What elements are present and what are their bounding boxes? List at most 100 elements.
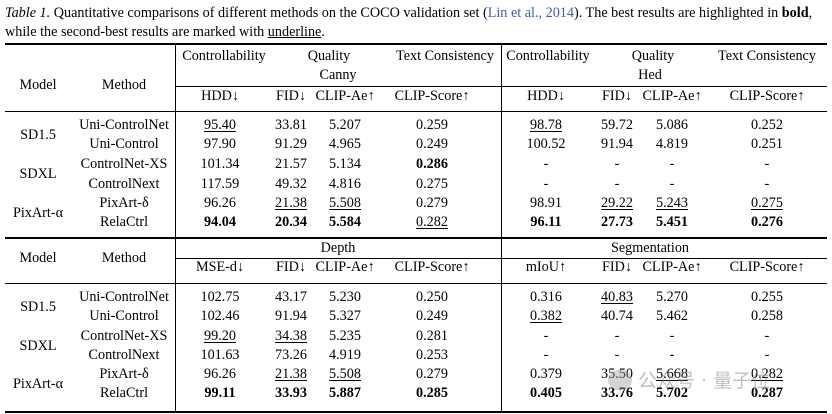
table-cell-1-5-5: 27.73 (601, 214, 633, 230)
method-label-2-5: RelaCtrl (99, 385, 149, 401)
vsep-center-2 (501, 238, 502, 412)
metric-header-1-3: CLIP-Score↑ (394, 88, 470, 104)
table-cell-1-4-0: 96.26 (204, 195, 236, 211)
table-cell-1-4-3: 0.279 (416, 195, 448, 211)
bottom-rule-1 (5, 237, 827, 239)
table-cell-2-4-2: 5.508 (329, 366, 361, 382)
table-cell-1-0-4: 98.78 (530, 117, 562, 133)
table-cell-2-1-6: 5.462 (656, 308, 688, 324)
vsep-method-1 (175, 44, 176, 237)
table-cell-2-5-4: 0.405 (530, 385, 562, 401)
table-cell-2-1-3: 0.249 (416, 308, 448, 324)
table-cell-1-1-2: 4.965 (329, 136, 361, 152)
caption-text-d: . (321, 24, 325, 40)
table-cell-2-4-6: 5.668 (656, 366, 688, 382)
table-cell-2-2-3: 0.281 (416, 328, 448, 344)
table-cell-2-3-0: 101.63 (200, 347, 240, 363)
header-method-1: Method (101, 77, 147, 93)
method-label-2-0: Uni-ControlNet (79, 289, 169, 305)
condition-rule-left-1 (176, 86, 501, 87)
group-controllability-right: Controllability (506, 48, 590, 64)
caption-label: Table 1. (5, 5, 51, 21)
table-cell-2-3-7: - (764, 347, 770, 363)
header-rule-2 (5, 283, 827, 284)
table-cell-2-0-2: 5.230 (329, 289, 361, 305)
method-label-1-4: PixArt-δ (99, 195, 149, 211)
table-cell-1-2-5: - (614, 156, 620, 172)
table-cell-2-4-0: 96.26 (204, 366, 236, 382)
table-cell-1-1-5: 91.94 (601, 136, 633, 152)
table-cell-2-3-2: 4.919 (329, 347, 361, 363)
table-cell-1-0-5: 59.72 (601, 117, 633, 133)
metric-header-2-6: CLIP-Ae↑ (642, 259, 702, 275)
group-quality-right: Quality (631, 48, 675, 64)
group-controllability-left: Controllability (182, 48, 266, 64)
table-cell-2-3-3: 0.253 (416, 347, 448, 363)
model-label-2-2: SDXL (19, 337, 57, 354)
model-label-1-0: SD1.5 (20, 126, 56, 143)
table-cell-2-5-7: 0.287 (751, 385, 783, 401)
method-label-2-2: ControlNet-XS (80, 328, 168, 344)
method-label-1-3: ControlNext (88, 176, 160, 192)
metric-header-2-4: mIoU↑ (525, 259, 567, 275)
condition-rule-left-2 (176, 258, 501, 259)
condition-rule-right-1 (502, 86, 827, 87)
table-cell-2-4-4: 0.379 (530, 366, 562, 382)
table-cell-2-0-1: 43.17 (275, 289, 307, 305)
table-cell-2-4-3: 0.279 (416, 366, 448, 382)
table-cell-1-3-7: - (764, 176, 770, 192)
table-cell-2-5-6: 5.702 (656, 385, 688, 401)
method-label-2-4: PixArt-δ (99, 366, 149, 382)
table-cell-1-3-6: - (669, 176, 675, 192)
method-label-1-5: RelaCtrl (99, 214, 149, 230)
table-cell-1-4-4: 98.91 (530, 195, 562, 211)
table-cell-2-5-0: 99.11 (204, 385, 236, 401)
group-text-consistency-right: Text Consistency (718, 48, 816, 64)
caption-bold-word: bold (781, 5, 809, 21)
table-cell-1-3-3: 0.275 (416, 176, 448, 192)
condition-label-left-1: Canny (319, 67, 357, 83)
table-cell-1-3-2: 4.816 (329, 176, 361, 192)
header-rule-1 (5, 111, 827, 112)
vsep-method-2 (175, 238, 176, 412)
table-cell-1-5-1: 20.34 (275, 214, 307, 230)
caption-text-c: , while the second-best results are mark… (5, 5, 813, 40)
method-label-1-0: Uni-ControlNet (79, 117, 169, 133)
table-cell-1-5-7: 0.276 (751, 214, 783, 230)
metric-header-1-2: CLIP-Ae↑ (315, 88, 375, 104)
table-cell-2-0-5: 40.83 (601, 289, 633, 305)
table-cell-1-1-4: 100.52 (526, 136, 566, 152)
method-label-1-1: Uni-Control (89, 136, 159, 152)
table-cell-1-2-2: 5.134 (329, 156, 361, 172)
header-model-2: Model (19, 250, 57, 266)
metric-header-2-5: FID↓ (602, 259, 632, 275)
metric-header-2-7: CLIP-Score↑ (729, 259, 805, 275)
table-cell-1-2-0: 101.34 (200, 156, 240, 172)
caption-text-a: Quantitative comparisons of different me… (50, 5, 488, 21)
table-cell-1-1-0: 97.90 (204, 136, 236, 152)
table-cell-2-5-2: 5.887 (329, 385, 361, 401)
method-label-2-3: ControlNext (88, 347, 160, 363)
table-cell-2-3-1: 73.26 (275, 347, 307, 363)
vsep-center-1 (501, 44, 502, 237)
condition-label-right-2: Segmentation (610, 240, 690, 256)
table-cell-1-3-5: - (614, 176, 620, 192)
table-cell-1-5-2: 5.584 (329, 214, 361, 230)
method-label-2-1: Uni-Control (89, 308, 159, 324)
table-cell-2-1-2: 5.327 (329, 308, 361, 324)
table-cell-2-0-4: 0.316 (530, 289, 562, 305)
bottom-rule-2 (5, 411, 827, 413)
metric-header-2-2: CLIP-Ae↑ (315, 259, 375, 275)
table-cell-1-3-1: 49.32 (275, 176, 307, 192)
table-cell-2-4-1: 21.38 (275, 366, 307, 382)
table-cell-1-0-1: 33.81 (275, 117, 307, 133)
watermark: 公众号 · 量子位 (608, 366, 770, 393)
table-cell-1-5-4: 96.11 (530, 214, 562, 230)
metric-header-2-3: CLIP-Score↑ (394, 259, 470, 275)
caption-text-b: ). The best results are highlighted in (574, 5, 782, 21)
table-cell-1-5-3: 0.282 (416, 214, 448, 230)
table-cell-2-2-7: - (764, 328, 770, 344)
table-cell-2-2-4: - (543, 328, 549, 344)
table-cell-2-2-2: 5.235 (329, 328, 361, 344)
caption-citation-link[interactable]: Lin et al., 2014 (487, 5, 574, 21)
